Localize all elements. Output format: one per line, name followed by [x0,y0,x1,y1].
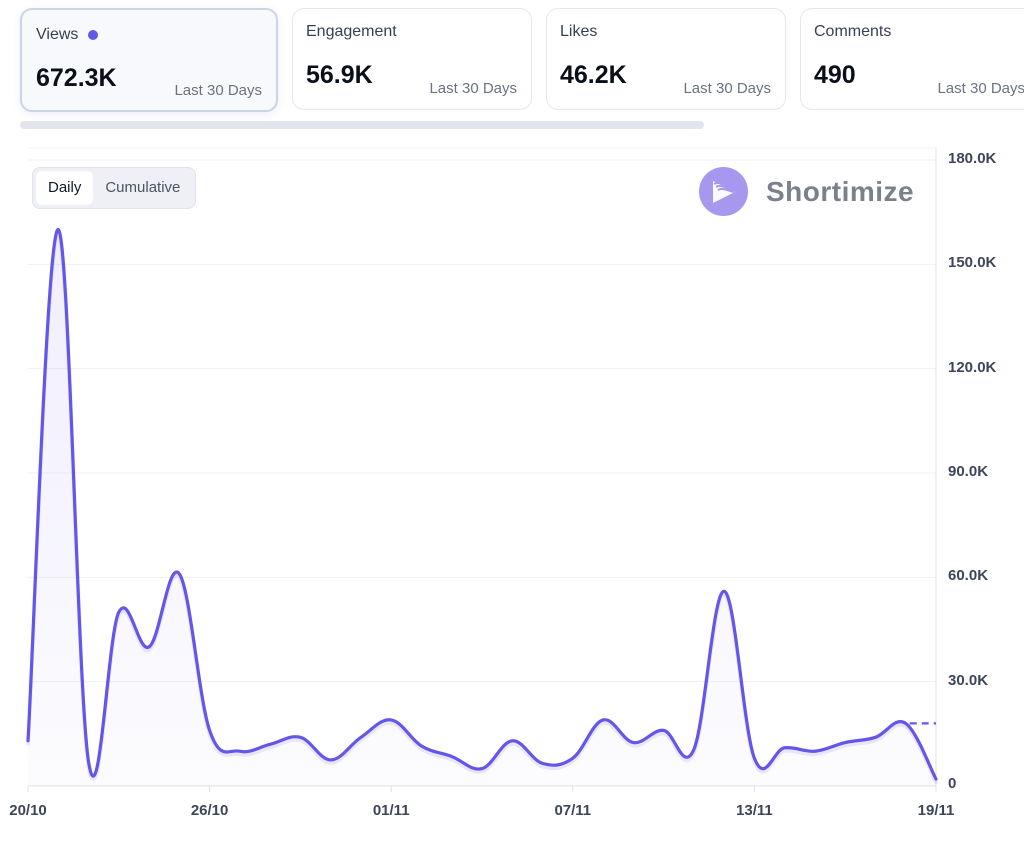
y-tick-label: 30.0K [948,671,989,689]
metric-label: Likes [560,23,598,40]
metric-card-likes[interactable]: Likes 46.2K Last 30 Days [546,8,786,110]
x-tick-label: 20/10 [9,802,47,819]
daily-cumulative-toggle: Daily Cumulative [32,167,197,209]
metric-card-comments[interactable]: Comments 490 Last 30 Days [800,8,1024,110]
x-tick-label: 19/11 [917,802,955,819]
y-tick-label: 60.0K [948,567,989,585]
x-tick-label: 01/11 [372,802,410,819]
metric-period: Last 30 Days [174,82,262,99]
series [26,227,938,786]
metric-label: Views [36,26,99,44]
y-tick-label: 120.0K [948,358,997,376]
x-tick-label: 13/11 [736,802,773,819]
metric-card-engagement[interactable]: Engagement 56.9K Last 30 Days [292,8,532,110]
y-tick-label: 90.0K [948,463,989,480]
metric-card-views[interactable]: Views 672.3K Last 30 Days [20,8,278,112]
area-fill [28,229,936,786]
play-waves-logo-icon [699,167,748,216]
brand-name: Shortimize [766,175,915,207]
selected-dot-icon [88,30,99,40]
metric-label-text: Views [36,26,79,43]
brand-watermark: Shortimize [699,167,914,216]
y-tick-label: 0 [948,775,957,792]
metric-value: 672.3K [36,64,117,92]
metric-cards: Views 672.3K Last 30 Days Engagement 56.… [20,8,1024,112]
metric-value: 490 [814,61,856,89]
series-line-views [26,227,938,781]
metric-label: Comments [814,23,892,40]
y-tick-label: 180.0K [948,150,997,167]
metric-period: Last 30 Days [683,80,771,97]
toggle-cumulative[interactable]: Cumulative [105,179,181,196]
horizontal-scrollbar[interactable] [20,121,704,129]
metric-period: Last 30 Days [937,80,1024,97]
x-tick-label: 26/10 [190,802,229,819]
metric-period: Last 30 Days [429,80,517,97]
metric-value: 56.9K [306,61,373,89]
y-tick-label: 150.0K [948,254,997,272]
toggle-daily[interactable]: Daily [36,171,94,205]
metric-value: 46.2K [560,61,627,89]
metric-label: Engagement [306,23,397,40]
x-tick-label: 07/11 [554,802,592,819]
